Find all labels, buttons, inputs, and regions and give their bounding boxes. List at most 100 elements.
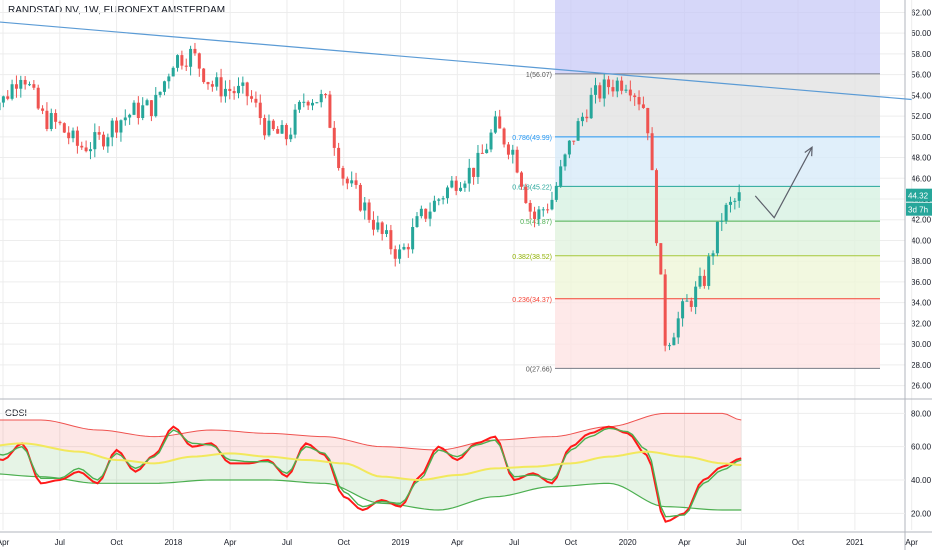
candle-body: [450, 180, 454, 188]
candle-body: [58, 121, 62, 124]
candle-body: [602, 79, 606, 99]
candle-body: [245, 82, 249, 97]
candle-body: [485, 149, 489, 154]
candle-body: [193, 48, 197, 54]
candle-body: [62, 123, 66, 133]
candle-body: [149, 100, 153, 117]
candle-body: [633, 95, 637, 98]
indicator-y-tick-label: 20.00: [911, 509, 932, 518]
candle-body: [728, 201, 732, 205]
candle-body: [367, 202, 371, 220]
x-tick-label: Apr: [0, 538, 10, 547]
candle-body: [646, 107, 650, 134]
candle-body: [84, 147, 88, 152]
x-tick-label: Jul: [509, 538, 519, 547]
candle-body: [598, 85, 602, 99]
x-tick-label: Apr: [451, 538, 464, 547]
candle-body: [189, 48, 193, 67]
candle-body: [236, 85, 240, 94]
candle-body: [241, 82, 245, 86]
candle-body: [650, 133, 654, 171]
candle-body: [681, 301, 685, 319]
candle-body: [737, 192, 741, 201]
candle-body: [75, 130, 79, 146]
candle-body: [45, 110, 49, 129]
candle-body: [136, 102, 140, 119]
y-tick-label: 28.00: [911, 361, 932, 370]
gdsi-lower-zone: [0, 443, 742, 510]
candle-body: [502, 128, 506, 145]
candle-body: [672, 337, 676, 346]
candle-body: [393, 249, 397, 259]
candle-body: [624, 89, 628, 91]
candle-body: [341, 168, 345, 179]
candle-body: [585, 116, 589, 119]
candle-body: [106, 137, 110, 147]
fib-label-0.382: 0.382(38.52): [512, 254, 552, 261]
candle-body: [445, 187, 449, 199]
candle-body: [232, 91, 236, 94]
candle-body: [71, 130, 75, 139]
candle-body: [580, 116, 584, 122]
x-tick-label: Oct: [565, 538, 578, 547]
candle-body: [476, 152, 480, 177]
y-tick-label: 32.00: [911, 319, 932, 328]
y-tick-label: 36.00: [911, 278, 932, 287]
x-tick-label: Jul: [55, 538, 65, 547]
candle-body: [724, 204, 728, 221]
candle-body: [350, 180, 354, 184]
candle-body: [119, 120, 123, 133]
candle-body: [511, 149, 515, 155]
candle-body: [19, 79, 23, 89]
candle-body: [67, 132, 71, 139]
candle-body: [23, 79, 27, 85]
candle-body: [97, 132, 101, 135]
candle-body: [197, 53, 201, 69]
candle-body: [171, 67, 175, 77]
candle-body: [589, 94, 593, 119]
trend-line: [0, 21, 912, 101]
candle-body: [385, 230, 389, 234]
candle-body: [554, 185, 558, 200]
candle-body: [550, 199, 554, 210]
candle-body: [615, 80, 619, 92]
candle-body: [258, 102, 262, 119]
x-tick-label: 2019: [392, 538, 410, 547]
y-tick-label: 40.00: [911, 236, 932, 245]
x-tick-label: Jul: [736, 538, 746, 547]
candle-body: [202, 68, 206, 83]
candle-body: [493, 116, 497, 133]
candle-body: [184, 65, 188, 67]
candle-body: [676, 318, 680, 338]
candle-body: [267, 120, 271, 136]
candle-body: [702, 275, 706, 286]
candle-body: [297, 101, 301, 110]
candle-body: [415, 216, 419, 227]
y-tick-label: 34.00: [911, 299, 932, 308]
candle-body: [685, 300, 689, 302]
candle-body: [315, 102, 319, 104]
gdsi-upper-band: [0, 412, 742, 451]
y-tick-label: 62.00: [911, 8, 932, 17]
y-tick-label: 42.00: [911, 216, 932, 225]
x-tick-label: Jul: [282, 538, 292, 547]
candle-body: [14, 84, 18, 89]
x-tick-label: 2020: [619, 538, 637, 547]
candle-body: [594, 85, 598, 95]
indicator-y-tick-label: 80.00: [911, 409, 932, 418]
x-tick-label: Oct: [338, 538, 351, 547]
gdsi-lower-band: [0, 473, 742, 511]
candle-body: [41, 108, 45, 111]
candle-body: [715, 221, 719, 254]
candle-body: [93, 132, 97, 150]
candle-body: [324, 94, 328, 96]
y-tick-label: 60.00: [911, 29, 932, 38]
fib-band-0.618: [555, 186, 880, 222]
candle-body: [463, 183, 467, 188]
candle-body: [689, 300, 693, 307]
candle-body: [402, 246, 406, 250]
candle-body: [711, 253, 715, 257]
fib-label-0.5: 0.5(41.87): [520, 219, 552, 226]
projection-arrowhead: [804, 145, 813, 157]
